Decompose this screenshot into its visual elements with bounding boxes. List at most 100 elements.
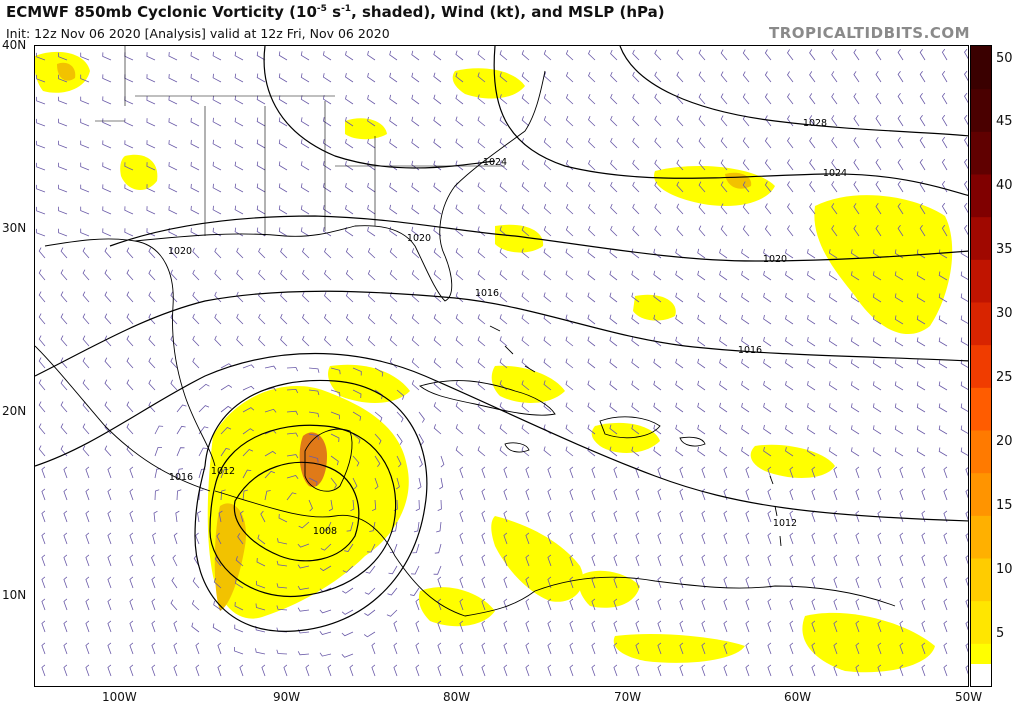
wind-barb [214, 269, 222, 281]
wind-barb [609, 292, 618, 303]
wind-barb [195, 664, 200, 677]
wind-barb [965, 621, 968, 631]
wind-barb [521, 292, 530, 303]
wind-barb [60, 379, 68, 391]
wind-barb [676, 137, 684, 149]
wind-barb [154, 489, 160, 501]
wind-barb [964, 48, 968, 60]
wind-barb [433, 248, 442, 259]
wind-barb [481, 620, 486, 633]
wind-barb [499, 424, 508, 435]
wind-barb [964, 224, 968, 236]
wind-barb [631, 314, 640, 325]
wind-barb [547, 598, 552, 611]
wind-barb [899, 466, 904, 479]
wind-barb [308, 499, 313, 512]
wind-barb [80, 184, 90, 193]
wind-barb [701, 466, 706, 479]
wind-barb [190, 73, 200, 83]
wind-barb [276, 649, 288, 655]
wind-barb [855, 620, 860, 633]
wind-barb [919, 114, 926, 127]
wind-barb [212, 51, 222, 61]
wind-barb [129, 532, 134, 545]
wind-barb [610, 137, 618, 149]
wind-barb [789, 554, 794, 567]
wind-barb [264, 490, 271, 501]
wind-barb [938, 337, 948, 347]
wind-barb [965, 533, 968, 543]
wind-barb [389, 138, 398, 149]
wind-barb [327, 664, 332, 677]
colorbar-swatch [971, 344, 991, 388]
wind-barb [701, 488, 706, 501]
wind-barb [146, 96, 156, 105]
wind-barb [697, 292, 706, 303]
wind-barb [767, 664, 772, 677]
wind-barb [719, 314, 728, 325]
wind-barb [833, 510, 838, 523]
wind-barb [767, 620, 772, 633]
wind-barb [764, 225, 772, 237]
wind-barb [960, 403, 968, 412]
wind-barb [698, 225, 706, 237]
wind-barb [104, 445, 112, 457]
wind-barb [569, 576, 574, 589]
wind-barb [503, 620, 508, 633]
wind-barb [389, 248, 398, 259]
wind-barb [455, 248, 464, 259]
wind-barb [82, 401, 90, 413]
wind-barb [499, 336, 508, 347]
wind-barb [675, 402, 684, 413]
vort-blob [495, 224, 544, 253]
wind-barb [745, 664, 750, 677]
wind-barb [698, 71, 706, 83]
wind-barb [58, 228, 68, 237]
wind-barb [697, 336, 706, 347]
wind-barb [192, 577, 200, 589]
wind-barb [154, 425, 164, 435]
wind-barb [481, 576, 486, 589]
wind-barb [521, 182, 530, 193]
wind-barb [964, 158, 968, 170]
wind-barb [610, 49, 618, 61]
wind-barb [41, 642, 46, 655]
wind-barb [455, 402, 464, 413]
wind-barb [151, 598, 156, 611]
wind-barb [38, 291, 46, 303]
wind-barb [283, 664, 288, 677]
wind-barb [543, 204, 552, 215]
wind-barb [367, 160, 376, 171]
wind-barb [653, 446, 662, 457]
colorbar-blank [971, 664, 991, 686]
wind-barb [785, 447, 794, 457]
wind-barb [374, 455, 381, 468]
wind-barb [477, 72, 486, 83]
wind-barb [547, 466, 552, 479]
lat-label: 30N [2, 221, 27, 235]
wind-barb [919, 70, 926, 83]
wind-barb [635, 554, 640, 567]
wind-barb [872, 293, 882, 303]
wind-barb [60, 291, 68, 303]
wind-barb [741, 380, 750, 391]
wind-barb [258, 247, 266, 259]
wind-barb [175, 510, 180, 523]
wind-barb [277, 538, 288, 545]
wind-barb [154, 447, 163, 457]
wind-barb [720, 225, 728, 237]
wind-barb [811, 642, 816, 655]
wind-barb [543, 248, 552, 259]
wind-barb [807, 403, 816, 413]
wind-barb [850, 337, 860, 347]
wind-barb [477, 138, 486, 149]
wind-barb [654, 181, 662, 193]
wind-barb [943, 466, 948, 479]
wind-barb [433, 424, 442, 435]
wind-barb [525, 554, 530, 567]
wind-barb [632, 71, 640, 83]
wind-barb [653, 248, 662, 259]
wind-barb [433, 226, 442, 237]
wind-barb [418, 411, 425, 423]
colorbar-tick-label: 5 [996, 626, 1005, 641]
